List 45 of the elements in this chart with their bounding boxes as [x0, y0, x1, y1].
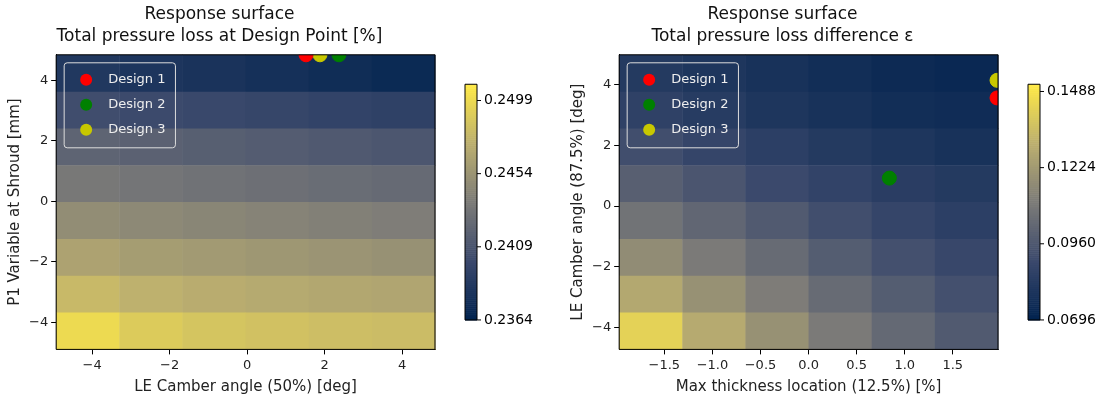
- y-tick-label: 4: [602, 75, 612, 91]
- chart-title: Response surface: [144, 2, 295, 23]
- legend-label: Design 3: [671, 121, 729, 137]
- x-tick-label: 1.5: [942, 356, 964, 372]
- x-tick-label: 0: [242, 356, 252, 372]
- legend-label: Design 1: [671, 71, 729, 87]
- x-axis-title: LE Camber angle (50%) [deg]: [134, 376, 357, 395]
- legend-label: Design 3: [108, 121, 166, 137]
- x-tick-label: −1.5: [648, 356, 681, 372]
- x-tick-label: 0.5: [846, 356, 867, 372]
- y-tick-label: 0: [602, 197, 612, 213]
- color-bar-label: 0.0696: [1047, 310, 1097, 327]
- y-axis-title: LE Camber angle (87.5%) [deg]: [567, 83, 586, 321]
- y-tick-label: −4: [28, 313, 49, 329]
- y-tick-label: 2: [39, 132, 49, 148]
- x-tick-label: 4: [397, 356, 407, 372]
- y-tick-label: −2: [28, 253, 49, 269]
- chart-subtitle: Total pressure loss at Design Point [%]: [55, 25, 383, 46]
- x-tick-label: 1.0: [894, 356, 916, 372]
- y-tick-label: 2: [602, 136, 612, 152]
- color-bar-label: 0.2364: [484, 310, 534, 327]
- y-tick-label: 4: [39, 71, 49, 87]
- y-tick-label: 0: [39, 192, 49, 208]
- x-tick-label: −1.0: [696, 356, 729, 372]
- color-bar-label: 0.2409: [484, 237, 533, 254]
- x-tick-label: 2: [320, 356, 329, 372]
- chart-title: Response surface: [707, 2, 858, 23]
- legend-label: Design 2: [671, 96, 729, 112]
- x-tick-label: −4: [82, 356, 102, 372]
- x-tick-label: 0.0: [798, 356, 819, 372]
- color-bar-label: 0.1224: [1047, 158, 1097, 175]
- y-tick-label: −2: [591, 258, 612, 274]
- legend-label: Design 1: [108, 71, 166, 87]
- color-bar-label: 0.2454: [484, 164, 534, 181]
- color-bar-label: 0.1488: [1047, 82, 1096, 99]
- color-bar-label: 0.2499: [484, 91, 533, 108]
- x-tick-label: −0.5: [744, 356, 777, 372]
- y-axis-title: P1 Variable at Shroud [mm]: [4, 98, 23, 306]
- chart-subtitle: Total pressure loss difference ε: [650, 25, 914, 46]
- x-axis-title: Max thickness location (12.5%) [%]: [675, 376, 942, 395]
- x-tick-label: −2: [160, 356, 180, 372]
- point: [881, 170, 897, 186]
- legend-label: Design 2: [108, 96, 166, 112]
- color-bar-label: 0.0960: [1047, 234, 1096, 251]
- y-tick-label: −4: [591, 318, 612, 334]
